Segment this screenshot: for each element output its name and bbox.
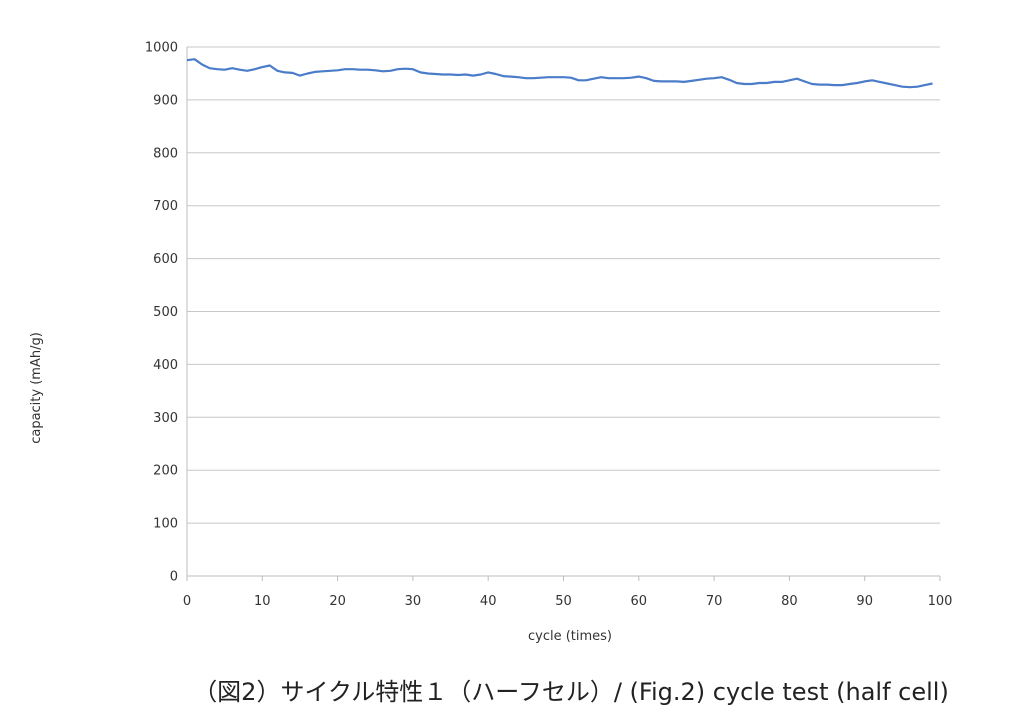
- x-tick-label: 30: [405, 594, 422, 609]
- x-tick-labels: 0 10 20 30 40 50 60 70 80 90 100: [183, 576, 953, 609]
- y-tick-label: 400: [153, 358, 178, 373]
- x-tick-label: 90: [856, 594, 873, 609]
- x-tick-label: 40: [480, 594, 497, 609]
- x-tick-label: 0: [183, 594, 191, 609]
- x-tick-label: 20: [329, 594, 346, 609]
- y-axis-title: capacity (mAh/g): [29, 332, 44, 444]
- y-tick-label: 500: [153, 305, 178, 320]
- y-tick-label: 1000: [145, 41, 178, 56]
- x-axis-title: cycle (times): [528, 629, 612, 644]
- x-tick-label: 60: [631, 594, 648, 609]
- x-tick-label: 50: [555, 594, 572, 609]
- line-chart: 0 100 200 300 400 500 600 700 800 900 1000 0 10 20 30…: [29, 41, 953, 645]
- x-tick-label: 80: [781, 594, 798, 609]
- y-tick-label: 0: [170, 570, 178, 585]
- x-tick-label: 70: [706, 594, 723, 609]
- y-tick-labels: 0 100 200 300 400 500 600 700 800 900 1000: [145, 41, 178, 585]
- y-tick-label: 900: [153, 93, 178, 108]
- gridlines: [187, 46, 940, 524]
- figure-caption: （図2）サイクル特性１（ハーフセル）/ (Fig.2) cycle test (…: [193, 678, 949, 706]
- series-group: [186, 58, 933, 89]
- y-tick-label: 200: [153, 464, 178, 479]
- y-tick-label: 600: [153, 252, 178, 267]
- y-tick-label: 100: [153, 517, 178, 532]
- y-tick-label: 800: [153, 146, 178, 161]
- series-line-0: [186, 58, 933, 89]
- x-tick-label: 100: [928, 594, 953, 609]
- x-tick-label: 10: [254, 594, 271, 609]
- y-tick-label: 300: [153, 411, 178, 426]
- y-tick-label: 700: [153, 199, 178, 214]
